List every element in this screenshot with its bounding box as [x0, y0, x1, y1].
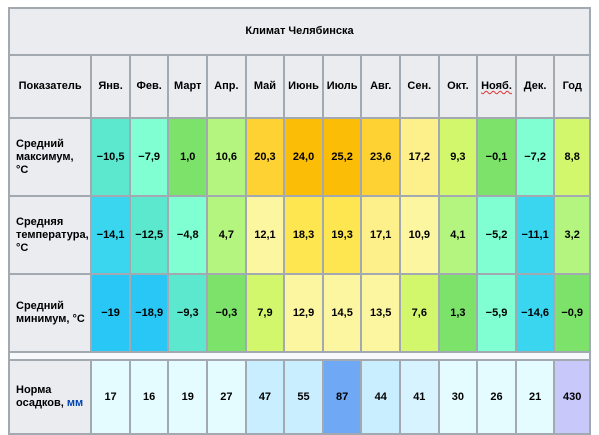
- precip-cell: 16: [128, 359, 170, 435]
- header-month: Нояб.: [476, 54, 517, 119]
- value-cell: −7,2: [514, 117, 556, 197]
- precip-cell: 47: [244, 359, 286, 435]
- value-cell: 13,5: [360, 273, 402, 353]
- precip-cell: 27: [206, 359, 247, 435]
- value-cell: −0,3: [206, 273, 247, 353]
- value-cell: 25,2: [321, 117, 363, 197]
- header-month: Июнь: [283, 54, 324, 119]
- value-cell: −10,5: [90, 117, 131, 197]
- value-cell: 14,5: [321, 273, 363, 353]
- value-cell: 4,1: [437, 195, 479, 275]
- table-row-mean: Средняя температура, °C −14,1 −12,5 −4,8…: [7, 195, 591, 275]
- header-row: Показатель Янв. Фев. Март Апр. Май Июнь …: [7, 54, 591, 119]
- value-cell: 17,2: [399, 117, 440, 197]
- value-cell: 1,0: [167, 117, 209, 197]
- value-cell: −9,3: [167, 273, 209, 353]
- precip-label-text: Норма осадков,: [16, 384, 64, 409]
- value-cell: −14,1: [90, 195, 131, 275]
- table-row-max: Средний максимум, °C −10,5 −7,9 1,0 10,6…: [7, 117, 591, 197]
- precip-cell: 17: [90, 359, 131, 435]
- value-cell: 19,3: [321, 195, 363, 275]
- value-cell: 18,3: [283, 195, 324, 275]
- table-caption: Климат Челябинска: [8, 7, 591, 56]
- header-month: Окт.: [437, 54, 479, 119]
- header-month: Апр.: [206, 54, 247, 119]
- value-cell: −4,8: [167, 195, 209, 275]
- precip-cell: 19: [167, 359, 209, 435]
- value-cell: 12,1: [244, 195, 286, 275]
- value-cell: −12,5: [128, 195, 170, 275]
- header-month: Фев.: [128, 54, 170, 119]
- climate-table-container: Климат Челябинска Показатель Янв. Фев. М…: [7, 7, 591, 435]
- climate-table: Климат Челябинска Показатель Янв. Фев. М…: [7, 7, 591, 435]
- separator: [8, 351, 591, 361]
- header-month: Янв.: [90, 54, 131, 119]
- precip-cell: 26: [476, 359, 517, 435]
- precip-year-cell: 430: [553, 359, 591, 435]
- year-cell: 8,8: [553, 117, 591, 197]
- header-month: Май: [244, 54, 286, 119]
- value-cell: 7,6: [399, 273, 440, 353]
- precip-cell: 41: [399, 359, 440, 435]
- precip-cell: 87: [321, 359, 363, 435]
- header-indicator: Показатель: [7, 54, 93, 119]
- precip-cell: 30: [437, 359, 479, 435]
- value-cell: −7,9: [128, 117, 170, 197]
- table-row-precip: Норма осадков, мм 17 16 19 27 47 55 87 4…: [7, 359, 591, 435]
- precip-unit-link[interactable]: мм: [66, 397, 84, 409]
- value-cell: −19: [90, 273, 131, 353]
- value-cell: 9,3: [437, 117, 479, 197]
- value-cell: 10,9: [399, 195, 440, 275]
- value-cell: −14,6: [514, 273, 556, 353]
- value-cell: 12,9: [283, 273, 324, 353]
- row-label: Средний максимум, °C: [7, 117, 93, 197]
- year-cell: 3,2: [553, 195, 591, 275]
- value-cell: 20,3: [244, 117, 286, 197]
- year-cell: −0,9: [553, 273, 591, 353]
- value-cell: 4,7: [206, 195, 247, 275]
- value-cell: 7,9: [244, 273, 286, 353]
- table-row-min: Средний минимум, °C −19 −18,9 −9,3 −0,3 …: [7, 273, 591, 353]
- row-label: Средний минимум, °C: [7, 273, 93, 353]
- precip-cell: 21: [514, 359, 556, 435]
- value-cell: 1,3: [437, 273, 479, 353]
- precip-cell: 44: [360, 359, 402, 435]
- header-month: Дек.: [514, 54, 556, 119]
- value-cell: 23,6: [360, 117, 402, 197]
- precip-cell: 55: [283, 359, 324, 435]
- value-cell: 24,0: [283, 117, 324, 197]
- value-cell: −5,2: [476, 195, 517, 275]
- value-cell: −11,1: [514, 195, 556, 275]
- row-label: Норма осадков, мм: [7, 359, 93, 435]
- header-month: Июль: [321, 54, 363, 119]
- row-label: Средняя температура, °C: [7, 195, 93, 275]
- value-cell: −18,9: [128, 273, 170, 353]
- header-month: Авг.: [360, 54, 402, 119]
- header-month: Сен.: [399, 54, 440, 119]
- value-cell: −5,9: [476, 273, 517, 353]
- header-year: Год: [553, 54, 591, 119]
- value-cell: 17,1: [360, 195, 402, 275]
- header-month: Март: [167, 54, 209, 119]
- separator-row: [8, 351, 591, 361]
- value-cell: −0,1: [476, 117, 517, 197]
- value-cell: 10,6: [206, 117, 247, 197]
